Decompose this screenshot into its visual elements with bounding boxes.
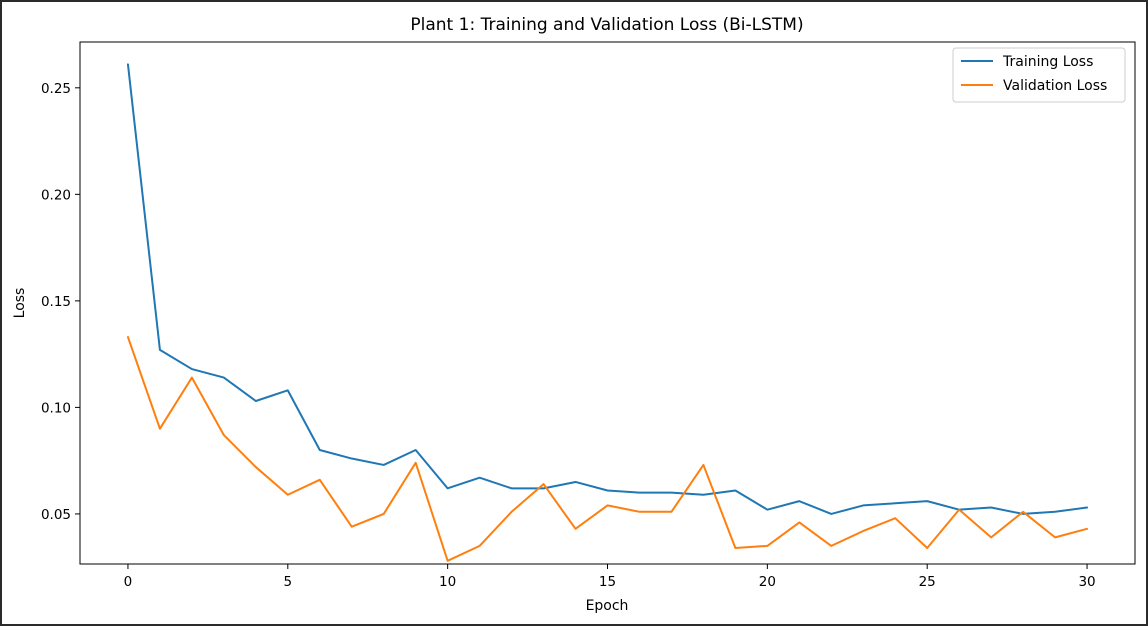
legend-entry-validation-loss: Validation Loss bbox=[1003, 78, 1107, 94]
x-tick-label: 30 bbox=[1078, 574, 1095, 590]
legend: Training Loss Validation Loss bbox=[952, 47, 1126, 103]
x-tick-label: 10 bbox=[439, 574, 456, 590]
y-axis: 0.05 0.10 0.15 0.20 0.25 bbox=[41, 81, 80, 523]
y-tick-label: 0.15 bbox=[41, 294, 71, 310]
x-tick-label: 5 bbox=[284, 574, 293, 590]
y-axis-label: Loss bbox=[12, 288, 28, 319]
y-tick-label: 0.25 bbox=[41, 81, 71, 97]
series-line-training-loss bbox=[126, 63, 1089, 515]
chart-title: Plant 1: Training and Validation Loss (B… bbox=[410, 15, 803, 35]
x-tick-label: 0 bbox=[124, 574, 133, 590]
x-tick-label: 15 bbox=[599, 574, 616, 590]
y-tick-label: 0.20 bbox=[41, 187, 71, 203]
x-axis: 0 5 10 15 20 25 30 bbox=[124, 564, 1096, 590]
axes-frame bbox=[79, 41, 1136, 565]
x-tick-label: 25 bbox=[919, 574, 936, 590]
y-tick-label: 0.10 bbox=[41, 400, 71, 416]
legend-box bbox=[952, 47, 1126, 103]
plot-area bbox=[79, 41, 1136, 565]
series-line-validation-loss bbox=[126, 336, 1089, 562]
x-tick-label: 20 bbox=[759, 574, 776, 590]
y-tick-label: 0.05 bbox=[41, 507, 71, 523]
legend-entry-training-loss: Training Loss bbox=[1002, 54, 1093, 70]
x-axis-label: Epoch bbox=[586, 598, 629, 614]
series-lines bbox=[126, 63, 1089, 562]
